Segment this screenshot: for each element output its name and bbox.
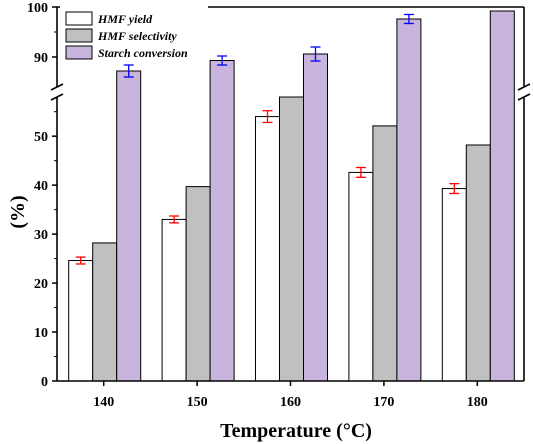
- bar-hmf-yield-170: [348, 171, 374, 382]
- y-tick-label-10: 10: [34, 326, 48, 341]
- error-bar-starch-conversion-160: [310, 46, 321, 62]
- bar-starch-conversion-170: [396, 18, 422, 382]
- axis-break-mark: [50, 83, 64, 91]
- bar-hmf-yield-140: [68, 260, 94, 382]
- bar-hmf-selectivity-150: [185, 186, 211, 382]
- error-bar-hmf-yield-170: [355, 166, 366, 178]
- bar-hmf-selectivity-180: [465, 144, 491, 382]
- y-axis-title: (%): [7, 195, 29, 228]
- axis-break-mark: [50, 93, 64, 101]
- bar-starch-conversion-140: [116, 70, 142, 382]
- error-bars-layer: [75, 13, 460, 265]
- bar-starch-conversion-180: [489, 10, 515, 382]
- error-bar-starch-conversion-150: [217, 55, 228, 66]
- error-bar-hmf-yield-150: [169, 215, 180, 224]
- legend-label-hmf-selectivity: HMF selectivity: [97, 29, 177, 43]
- x-tick-label-160: 160: [280, 395, 301, 410]
- axis-break-mark: [517, 93, 531, 101]
- error-bar-hmf-yield-180: [449, 183, 460, 195]
- x-axis-title: Temperature (°C): [220, 420, 372, 442]
- error-bar-starch-conversion-170: [403, 13, 414, 25]
- x-tick-label-150: 150: [187, 395, 208, 410]
- bar-hmf-yield-180: [441, 188, 467, 382]
- y-tick-label-30: 30: [34, 228, 48, 243]
- x-tick-label-180: 180: [467, 395, 488, 410]
- y-tick-label-100: 100: [27, 1, 48, 16]
- bar-hmf-yield-160: [255, 116, 280, 382]
- error-bar-hmf-yield-140: [75, 256, 86, 265]
- y-tick-label-40: 40: [34, 179, 48, 194]
- legend-swatch-hmf-yield: [65, 11, 93, 26]
- legend: HMF yield HMF selectivity Starch convers…: [60, 6, 208, 62]
- legend-label-starch-conversion: Starch conversion: [98, 46, 188, 60]
- legend-label-hmf-yield: HMF yield: [97, 12, 153, 26]
- bar-hmf-selectivity-160: [279, 96, 304, 382]
- y-tick-label-90: 90: [34, 51, 48, 66]
- bar-hmf-yield-150: [161, 218, 187, 382]
- legend-swatch-starch-conversion: [65, 45, 93, 60]
- bar-starch-conversion-160: [303, 53, 328, 382]
- y-tick-label-20: 20: [34, 277, 48, 292]
- x-tick-label-170: 170: [373, 395, 394, 410]
- y-tick-label-50: 50: [34, 130, 48, 145]
- bar-hmf-selectivity-170: [372, 125, 398, 382]
- x-tick-label-140: 140: [93, 395, 114, 410]
- legend-swatch-hmf-selectivity: [65, 28, 93, 43]
- bar-starch-conversion-150: [209, 60, 235, 382]
- axis-break-mark: [517, 83, 531, 91]
- y-tick-label-0: 0: [41, 375, 48, 390]
- error-bar-hmf-yield-160: [262, 110, 273, 124]
- ticks-layer: 140 150 160 170 180 0 10 20 30 40 50 90 100: [27, 1, 488, 410]
- bar-hmf-selectivity-140: [92, 242, 118, 382]
- bars-layer: [68, 10, 515, 382]
- error-bar-starch-conversion-140: [123, 64, 134, 78]
